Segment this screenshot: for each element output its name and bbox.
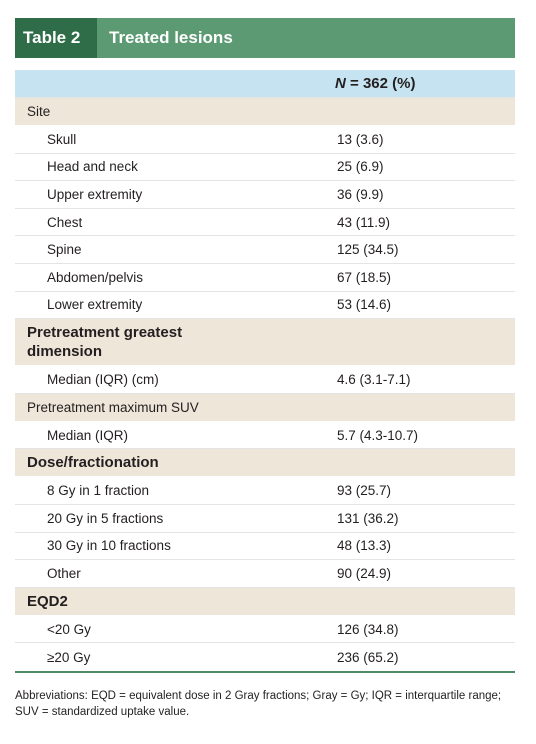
row-value: 4.6 (3.1-7.1) [337,371,411,387]
row-value: 48 (13.3) [337,538,392,554]
row-value: 131 (36.2) [337,510,399,526]
row: Spine 125 (34.5) [15,236,515,264]
section-row: Site [15,98,515,126]
table-header: Table 2 Treated lesions [15,18,515,58]
row-value: 90 (24.9) [337,565,392,581]
column-header: N = 362 (%) [15,70,515,98]
row-value: 53 (14.6) [337,297,392,313]
row-label: 8 Gy in 1 fraction [47,483,150,499]
row-label: Lower extremity [47,297,143,313]
row: Skull 13 (3.6) [15,126,515,154]
row-label: Other [47,565,81,581]
row-value: 13 (3.6) [337,131,384,147]
section-row: Pretreatment maximum SUV [15,393,515,422]
n-value: = 362 (%) [350,75,416,92]
row: Head and neck 25 (6.9) [15,154,515,182]
row-value: 93 (25.7) [337,483,392,499]
section-row: Dose/fractionation [15,449,515,478]
section-row: Pretreatment greatest dimension [15,319,515,367]
section-title: EQD2 [27,592,68,610]
table-label: Table 2 [15,18,97,58]
row: 30 Gy in 10 fractions 48 (13.3) [15,533,515,561]
row-value: 126 (34.8) [337,621,399,637]
section-title: Site [27,104,51,119]
row: Other 90 (24.9) [15,560,515,588]
row-label: 30 Gy in 10 fractions [47,538,171,554]
table-title: Treated lesions [109,28,233,47]
row: Median (IQR) (cm) 4.6 (3.1-7.1) [15,366,515,394]
row-value: 236 (65.2) [337,649,399,665]
section-title: Pretreatment maximum SUV [27,399,199,415]
row: 20 Gy in 5 fractions 131 (36.2) [15,505,515,533]
row-label: Abdomen/pelvis [47,269,144,285]
row: <20 Gy 126 (34.8) [15,616,515,644]
row: 8 Gy in 1 fraction 93 (25.7) [15,477,515,505]
footnote: Abbreviations: EQD = equivalent dose in … [15,690,502,718]
row: Median (IQR) 5.7 (4.3-10.7) [15,422,515,450]
row-label: Chest [47,214,83,230]
row: Abdomen/pelvis 67 (18.5) [15,264,515,292]
n-symbol: N [335,75,346,92]
row-label: Upper extremity [47,186,143,202]
table: N = 362 (%) Site Skull 13 (3.6) Head and … [15,70,515,673]
column-header-text: N = 362 (%) [335,75,415,92]
row-label: 20 Gy in 5 fractions [47,510,164,526]
section-title: Dose/fractionation [27,454,159,472]
row: Lower extremity 53 (14.6) [15,292,515,320]
row-label: Spine [47,242,82,258]
row-value: 125 (34.5) [337,242,399,258]
row-value: 25 (6.9) [337,159,384,175]
row-label: <20 Gy [47,621,91,637]
row-value: 43 (11.9) [337,214,391,230]
section-title: Pretreatment greatest dimension [27,324,183,361]
row: Upper extremity 36 (9.9) [15,181,515,209]
row: ≥20 Gy 236 (65.2) [15,643,515,671]
row: Chest 43 (11.9) [15,209,515,237]
row-label: ≥20 Gy [47,649,91,665]
row-label: Median (IQR) (cm) [47,371,159,387]
row-label: Head and neck [47,159,138,175]
row-value: 36 (9.9) [337,186,384,202]
row-label: Median (IQR) [47,427,129,443]
row-value: 67 (18.5) [337,269,392,285]
section-row: EQD2 [15,587,515,616]
row-value: 5.7 (4.3-10.7) [337,427,419,443]
row-label: Skull [47,131,77,147]
